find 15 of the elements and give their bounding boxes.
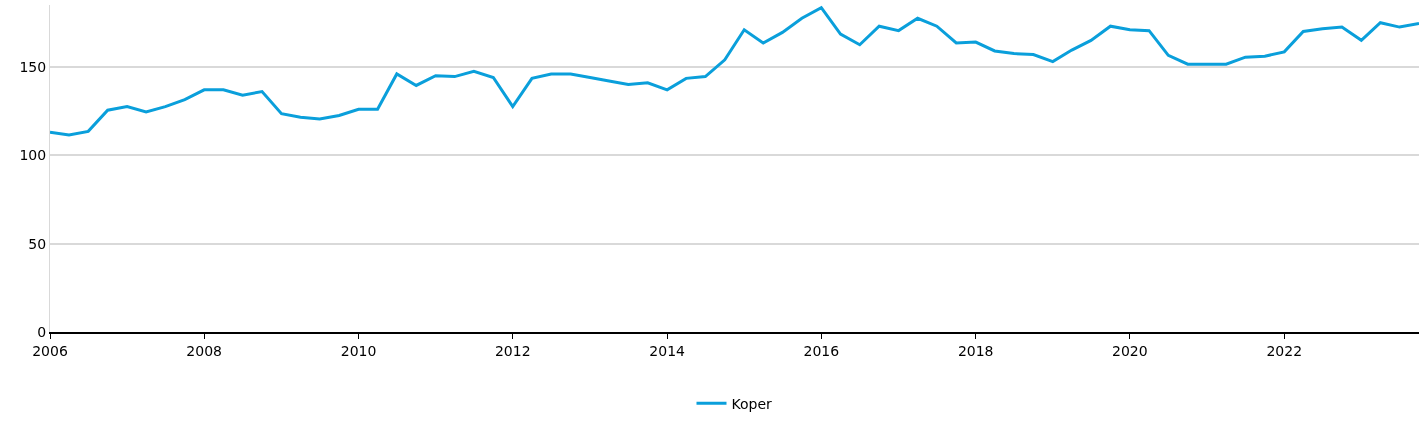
line-series (50, 6, 1419, 137)
x-tick-label: 2022 (1266, 342, 1303, 359)
legend-label: Koper (731, 395, 773, 412)
y-tick-label: 150 (19, 58, 47, 75)
y-tick-label: 100 (19, 147, 47, 164)
x-tick-label: 2012 (494, 342, 531, 359)
x-tick-label: 2016 (803, 342, 840, 359)
x-tick-label: 2008 (186, 342, 222, 359)
x-tick-label: 2014 (649, 342, 686, 359)
x-tick-label: 2018 (957, 342, 994, 359)
y-tick-label: 50 (28, 235, 47, 252)
x-tick-label: 2020 (1112, 342, 1148, 359)
y-tick-label: 0 (37, 323, 47, 340)
x-tick-label: 2006 (32, 342, 68, 359)
x-tick-label: 2010 (340, 342, 377, 359)
